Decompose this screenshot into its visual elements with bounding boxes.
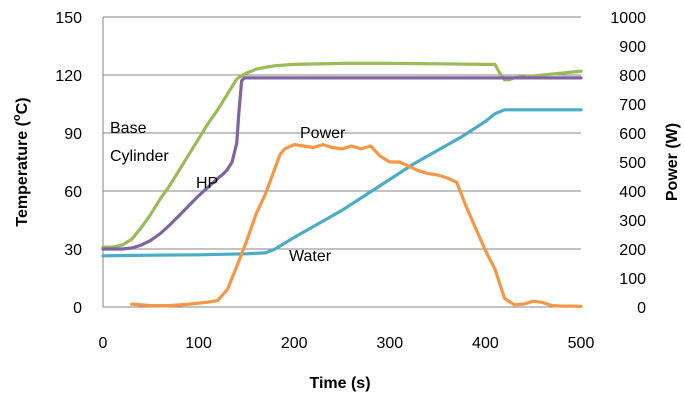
x-tick-labels: 0 100 200 300 400 500 <box>99 335 595 352</box>
annotation-cylinder: Cylinder <box>110 148 169 165</box>
series-layer <box>101 61 583 308</box>
annotation-hp: HP <box>196 175 218 192</box>
y-axis-title-left: Temperature (oC) <box>11 97 31 226</box>
right-y-tick-labels: 0 100 200 300 400 500 600 700 800 900 1000 <box>610 10 646 317</box>
left-y-tick-label: 60 <box>64 184 82 201</box>
left-y-tick-labels: 0 30 60 90 120 150 <box>55 10 82 317</box>
left-y-tick-label: 150 <box>55 10 82 27</box>
x-tick-label: 300 <box>376 335 403 352</box>
y-axis-title-left-main: Temperature ( <box>14 120 31 226</box>
right-y-tick-label: 800 <box>619 68 646 85</box>
annotation-base: Base <box>110 120 147 137</box>
right-y-tick-label: 200 <box>619 242 646 259</box>
left-y-tick-label: 30 <box>64 242 82 259</box>
right-y-tick-label: 100 <box>619 271 646 288</box>
right-y-tick-label: 600 <box>619 126 646 143</box>
y-axis-title-left-end: C) <box>14 97 31 114</box>
x-tick-label: 200 <box>281 335 308 352</box>
right-y-tick-label: 1000 <box>610 10 646 27</box>
annotation-water: Water <box>289 248 332 265</box>
left-y-tick-label: 90 <box>64 126 82 143</box>
left-y-tick-label: 0 <box>73 300 82 317</box>
x-axis-title: Time (s) <box>309 375 370 392</box>
annotation-power: Power <box>300 125 346 142</box>
right-y-tick-label: 500 <box>619 155 646 172</box>
left-y-tick-label: 120 <box>55 68 82 85</box>
x-tick-label: 400 <box>472 335 499 352</box>
x-tick-label: 100 <box>185 335 212 352</box>
y-axis-title-left-superscript: o <box>11 114 23 121</box>
series-line-hp <box>101 76 583 251</box>
y-axis-title-right: Power (W) <box>664 123 681 201</box>
right-y-tick-label: 900 <box>619 39 646 56</box>
x-tick-label: 500 <box>568 335 595 352</box>
series-line-power <box>130 143 583 308</box>
x-tick-label: 0 <box>99 335 108 352</box>
right-y-tick-label: 400 <box>619 184 646 201</box>
right-y-tick-label: 300 <box>619 213 646 230</box>
series-line-water <box>101 108 583 258</box>
right-y-tick-label: 700 <box>619 97 646 114</box>
right-y-tick-label: 0 <box>637 300 646 317</box>
